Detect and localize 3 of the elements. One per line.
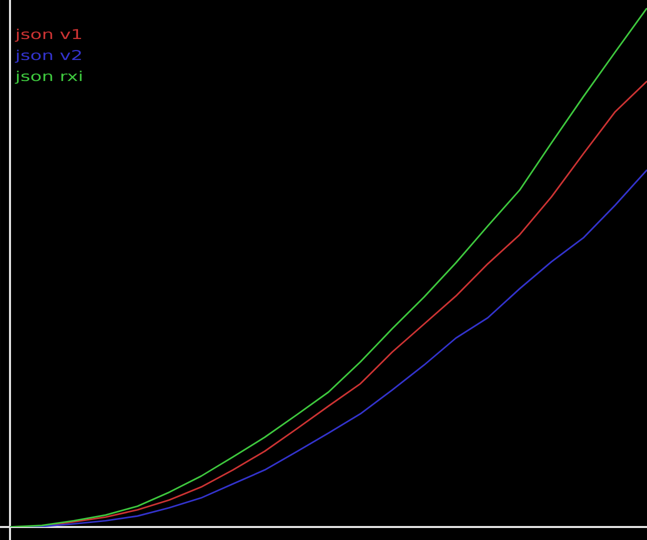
text: json v2: [14, 50, 81, 63]
text: json v1: [14, 28, 82, 42]
text: json rxi: [14, 70, 82, 84]
